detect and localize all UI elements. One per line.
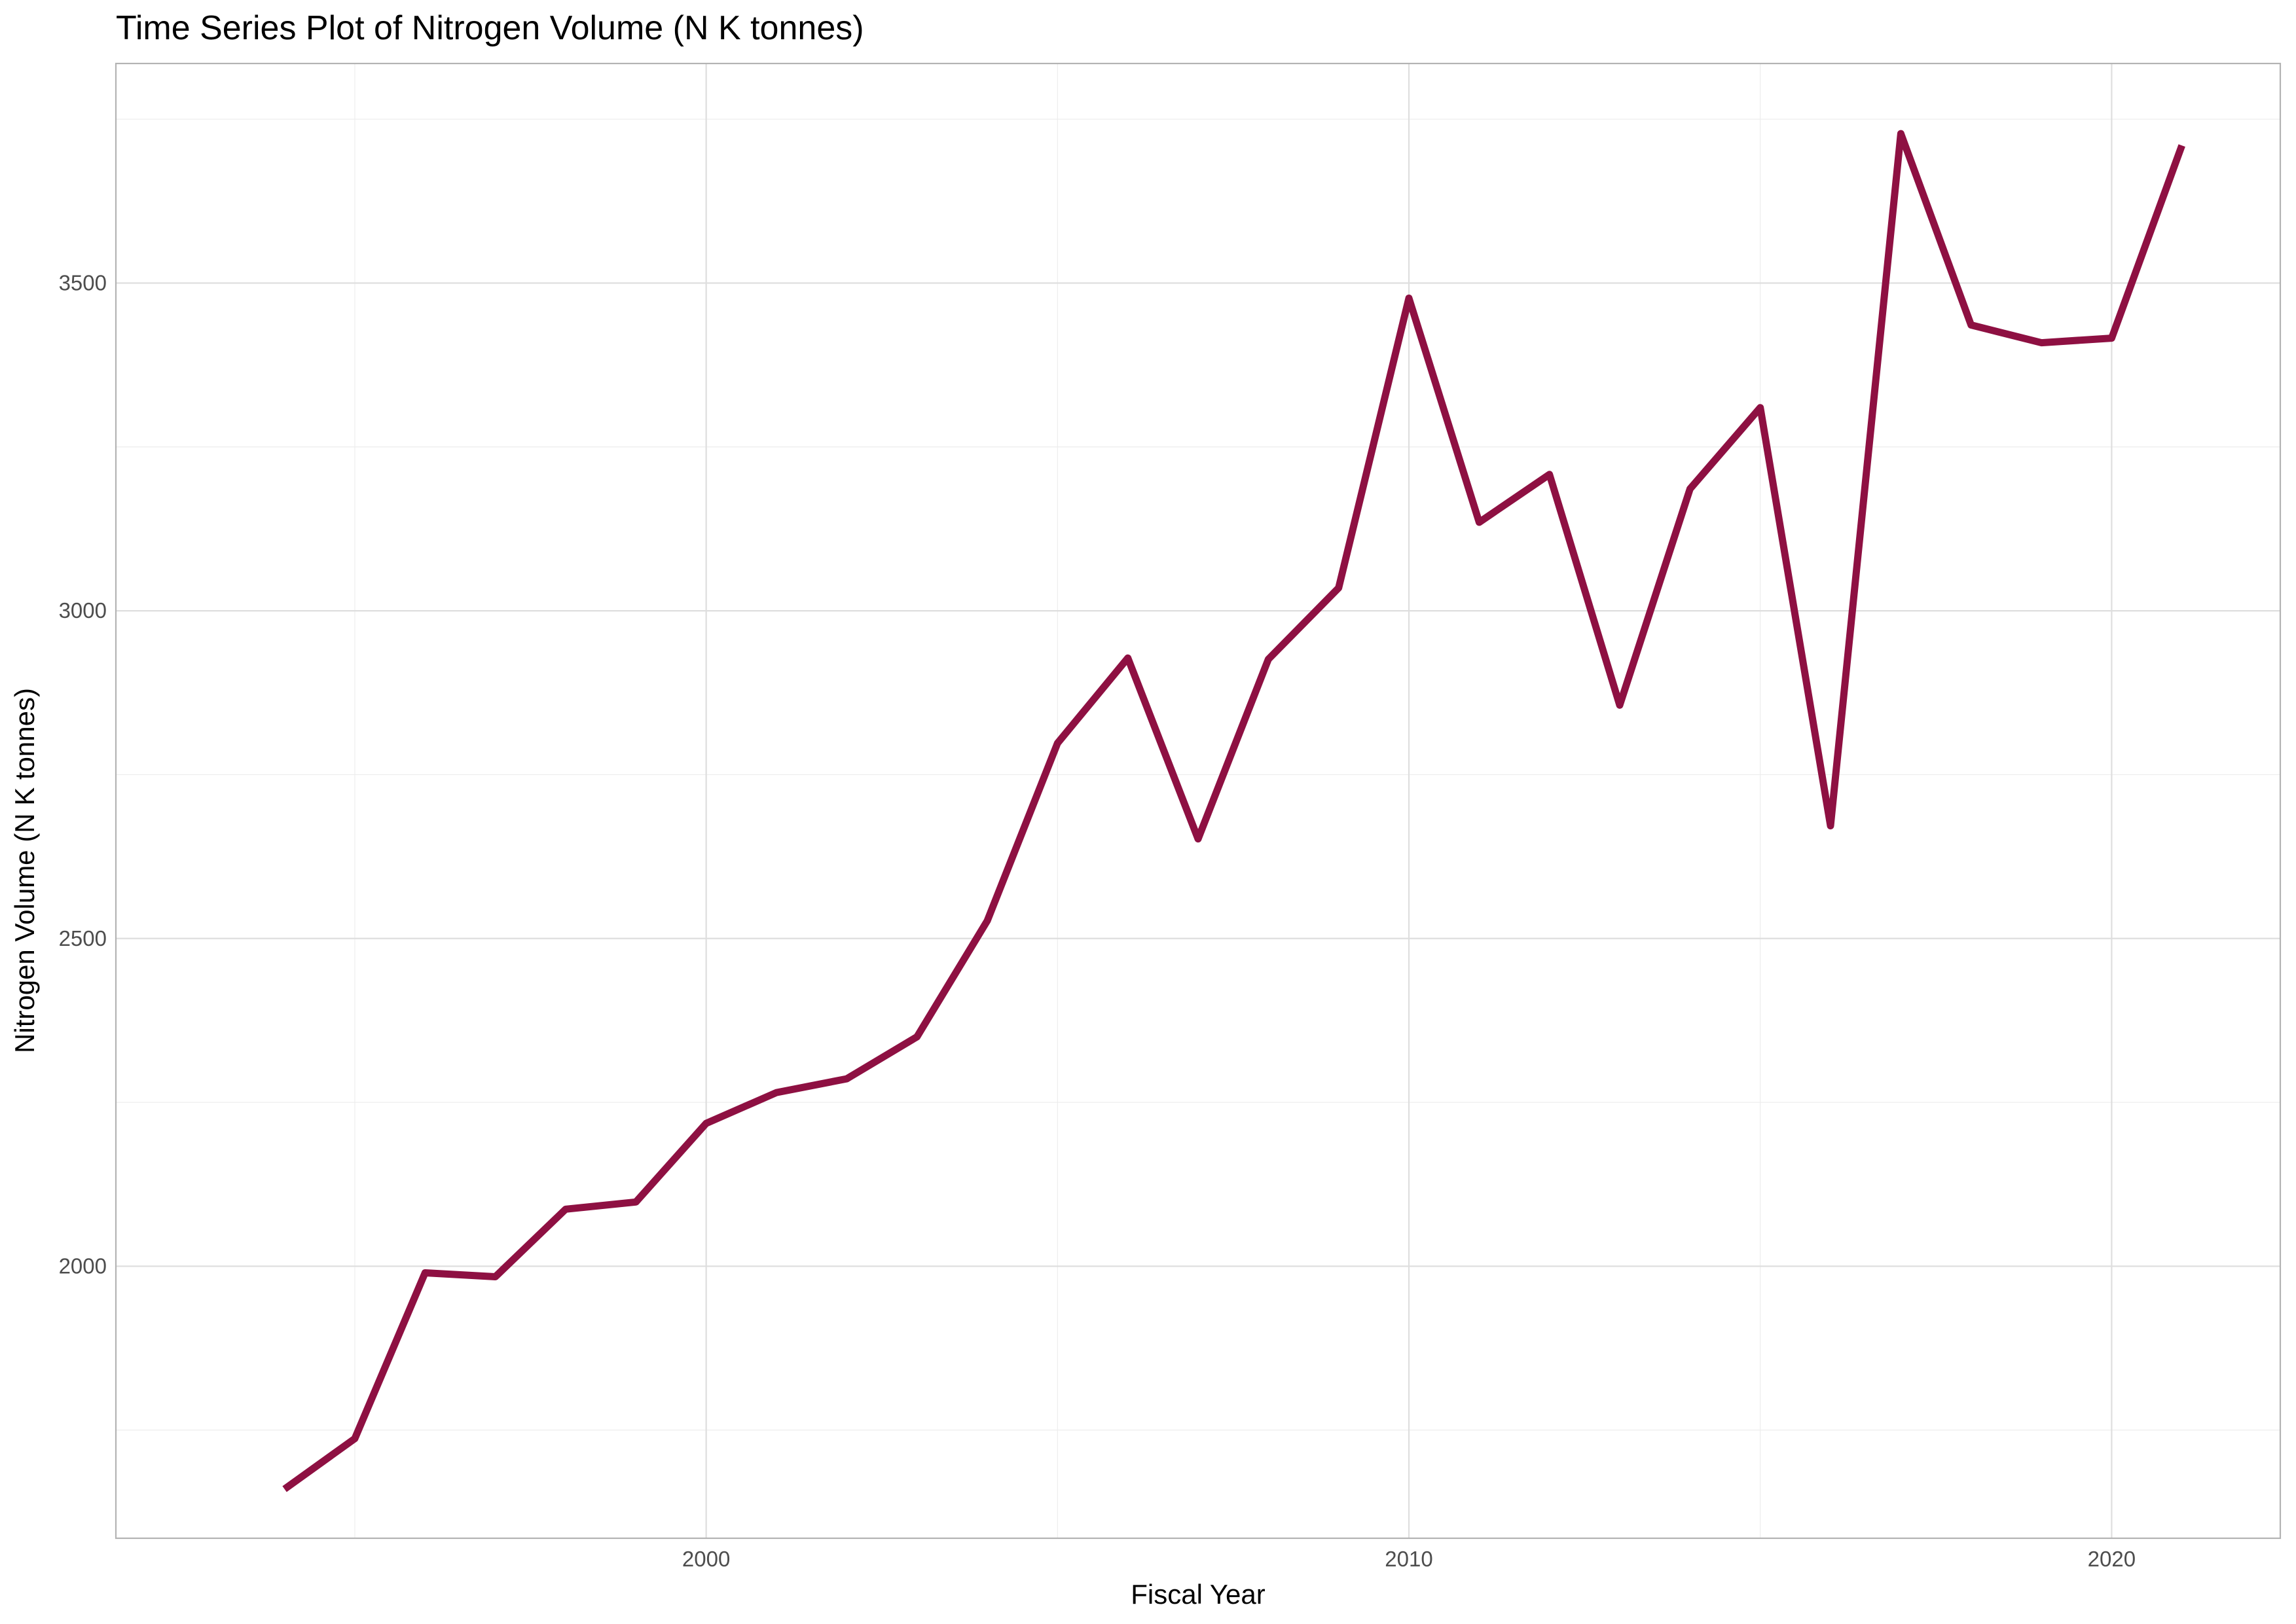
y-tick-label: 3000 xyxy=(59,598,107,623)
y-tick-label: 2000 xyxy=(59,1254,107,1278)
x-tick-label: 2020 xyxy=(2088,1547,2136,1571)
y-tick-label: 2500 xyxy=(59,926,107,950)
x-tick-label: 2010 xyxy=(1385,1547,1432,1571)
chart-title: Time Series Plot of Nitrogen Volume (N K… xyxy=(116,9,864,47)
major-gridlines xyxy=(116,63,2280,1538)
y-axis-title: Nitrogen Volume (N K tonnes) xyxy=(9,688,40,1053)
plot-panel-border xyxy=(115,62,2282,1540)
x-axis-title: Fiscal Year xyxy=(1131,1579,1265,1610)
x-tick-label: 2000 xyxy=(682,1547,730,1571)
series-line xyxy=(282,130,2185,1492)
y-tick-label: 3500 xyxy=(59,270,107,295)
x-axis-tick-labels: 2000 2010 2020 xyxy=(682,1547,2136,1571)
y-axis-tick-labels: 2000 2500 3000 3500 xyxy=(59,270,107,1278)
minor-gridlines xyxy=(116,63,2280,1538)
